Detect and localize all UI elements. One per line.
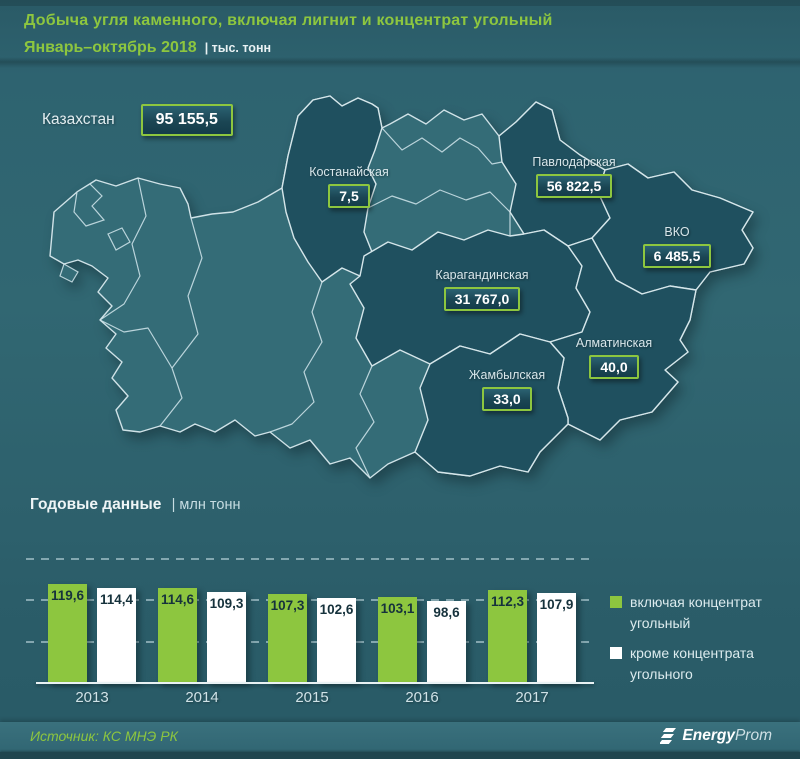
region-value-box: 6 485,5 <box>642 244 712 268</box>
border-akmola-south <box>367 189 511 236</box>
bar-2016-series0 <box>378 597 417 683</box>
kazakhstan-map: Казахстан 95 155,5 Костанайская 7,5 Павл… <box>20 80 780 480</box>
legend-swatch <box>610 596 622 608</box>
border-aktobe-west <box>159 217 203 427</box>
bar-value-label: 114,4 <box>99 592 134 607</box>
region-tag-pavlodarskaya: Павлодарская 56 822,5 <box>528 155 620 198</box>
bar-value-label: 119,6 <box>50 588 85 603</box>
year-label-2017: 2017 <box>515 689 549 706</box>
country-value-box: 95 155,5 <box>140 104 233 136</box>
bar-value-label: 107,3 <box>270 598 305 613</box>
caspian-coast-detail-1 <box>73 183 106 227</box>
legend-label: кроме концентрата угольного <box>630 645 754 682</box>
page-title: Добыча угля каменного, включая лигнит и … <box>24 12 553 29</box>
year-label-2014: 2014 <box>185 689 219 706</box>
country-total: Казахстан 95 155,5 <box>42 104 233 136</box>
border-aktobe-kyzylorda <box>269 281 323 433</box>
bar-2017-series0 <box>488 590 527 683</box>
bottom-strip <box>0 752 800 759</box>
brand-name-bold: Energy <box>682 727 735 744</box>
bar-value-label: 112,3 <box>490 594 525 609</box>
border-nkz-akmola <box>381 127 503 165</box>
region-tag-karagandinskaya: Карагандинская 31 767,0 <box>428 268 536 311</box>
bar-2015-series1 <box>317 598 356 683</box>
region-name: ВКО <box>664 225 690 239</box>
region-tag-vko: ВКО 6 485,5 <box>638 225 716 268</box>
year-label-2013: 2013 <box>75 689 109 706</box>
caspian-coast-detail-3 <box>59 263 79 283</box>
legend-label: включая концентрат угольный <box>630 594 762 631</box>
border-kyzylorda-southkz <box>355 365 375 479</box>
bar-value-label: 109,3 <box>209 596 244 611</box>
chart-legend: включая концентрат угольный кроме концент… <box>610 592 792 694</box>
gridline-100 <box>26 599 596 601</box>
bar-value-label: 98,6 <box>433 605 460 620</box>
legend-item-1: кроме концентрата угольного <box>610 643 792 685</box>
bar-2014-series1 <box>207 592 246 683</box>
chart-heading: Годовые данные <box>30 496 162 513</box>
chart-section-heading: Годовые данные | млн тонн <box>30 496 240 514</box>
region-name: Карагандинская <box>435 268 529 282</box>
region-tag-almatinskaya: Алматинская 40,0 <box>570 336 658 379</box>
region-name: Алматинская <box>575 336 653 350</box>
region-value-box: 7,5 <box>328 184 370 208</box>
year-label-2016: 2016 <box>405 689 439 706</box>
energyprom-logo: Energy Prom <box>660 727 772 745</box>
period-label: Январь–октябрь 2018 <box>24 39 197 56</box>
border-westkz-atyrau <box>99 177 147 321</box>
page-subtitle: Январь–октябрь 2018 | тыс. тонн <box>24 36 780 60</box>
region-name: Жамбылская <box>468 368 546 382</box>
footer: Источник: КС МНЭ РК Energy Prom <box>0 722 800 752</box>
chart-units: | млн тонн <box>171 497 241 513</box>
bar-2013-series1 <box>97 588 136 683</box>
border-atyrau-mangystau <box>99 319 173 369</box>
region-tag-zhambylskaya: Жамбылская 33,0 <box>463 368 551 411</box>
source-label: Источник: КС МНЭ РК <box>30 728 178 744</box>
bar-2013-series0 <box>48 584 87 683</box>
region-value-box: 40,0 <box>589 355 639 379</box>
top-strip <box>0 0 800 6</box>
gridline-50 <box>26 640 596 643</box>
x-axis-line <box>36 682 594 684</box>
region-tag-kostanayskaya: Костанайская 7,5 <box>299 165 399 208</box>
legend-item-0: включая концентрат угольный <box>610 592 792 634</box>
caspian-coast-detail-2 <box>107 227 131 251</box>
annual-bar-chart: 119,6 114,4 114,6 109,3 107,3 102,6 103,1 98,6 1… <box>26 556 596 683</box>
country-label: Казахстан <box>42 111 115 128</box>
bar-2014-series0 <box>158 588 197 683</box>
bar-value-label: 102,6 <box>319 602 354 617</box>
energyprom-icon <box>660 728 677 744</box>
region-value-box: 33,0 <box>482 387 532 411</box>
region-name: Костанайская <box>309 165 389 179</box>
units-label: | тыс. тонн <box>204 41 272 55</box>
bar-value-label: 114,6 <box>160 592 195 607</box>
gridline-150 <box>26 557 596 560</box>
region-value-box: 56 822,5 <box>535 174 613 198</box>
bar-2016-series1 <box>427 601 466 683</box>
header-shadow <box>0 57 800 68</box>
bar-2015-series0 <box>268 594 307 683</box>
year-label-2015: 2015 <box>295 689 329 706</box>
bar-value-label: 107,9 <box>539 597 574 612</box>
map-svg <box>49 95 754 479</box>
header: Добыча угля каменного, включая лигнит и … <box>24 8 780 60</box>
bar-2017-series1 <box>537 593 576 683</box>
bar-value-label: 103,1 <box>380 601 415 616</box>
legend-swatch <box>610 647 622 659</box>
region-value-box: 31 767,0 <box>443 287 521 311</box>
region-name: Павлодарская <box>532 155 616 169</box>
brand-name-light: Prom <box>734 727 772 744</box>
x-axis-labels: 2013 2014 2015 2016 2017 <box>38 689 592 709</box>
